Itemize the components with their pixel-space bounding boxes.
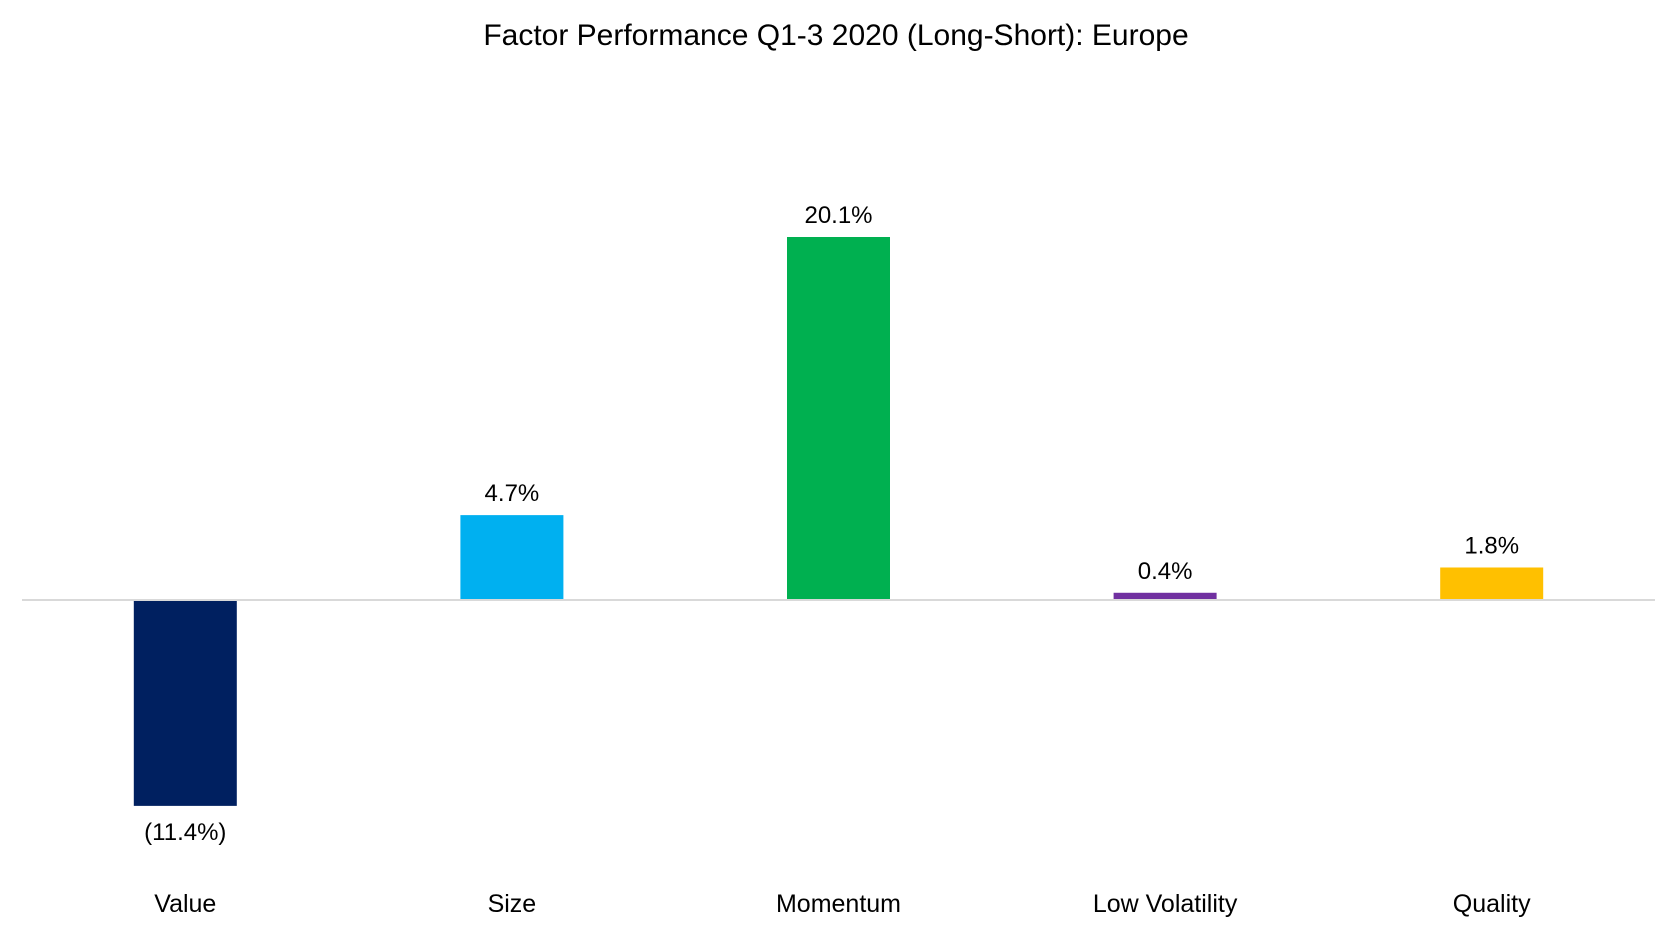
category-labels-layer: Value Size Momentum Low Volatility Quality <box>154 890 1531 918</box>
data-label-momentum: 20.1% <box>804 202 872 229</box>
data-label-value: (11.4%) <box>144 819 226 846</box>
category-label-low-volatility: Low Volatility <box>1093 890 1238 918</box>
bar-size <box>460 515 564 600</box>
category-label-value: Value <box>154 890 216 918</box>
chart-title: Factor Performance Q1-3 2020 (Long-Short… <box>483 19 1188 52</box>
category-label-momentum: Momentum <box>776 890 901 918</box>
category-label-quality: Quality <box>1453 890 1531 918</box>
bars-layer <box>133 237 1544 806</box>
data-label-quality: 1.8% <box>1464 532 1519 559</box>
bar-quality <box>1440 567 1544 600</box>
data-label-size: 4.7% <box>485 480 540 507</box>
category-label-size: Size <box>488 890 537 918</box>
data-labels-layer: (11.4%) 4.7% 20.1% 0.4% 1.8% <box>144 202 1519 846</box>
bar-low-volatility <box>1113 592 1217 600</box>
data-label-low-volatility: 0.4% <box>1138 558 1193 585</box>
bar-momentum <box>787 237 890 600</box>
bar-value <box>133 600 237 806</box>
